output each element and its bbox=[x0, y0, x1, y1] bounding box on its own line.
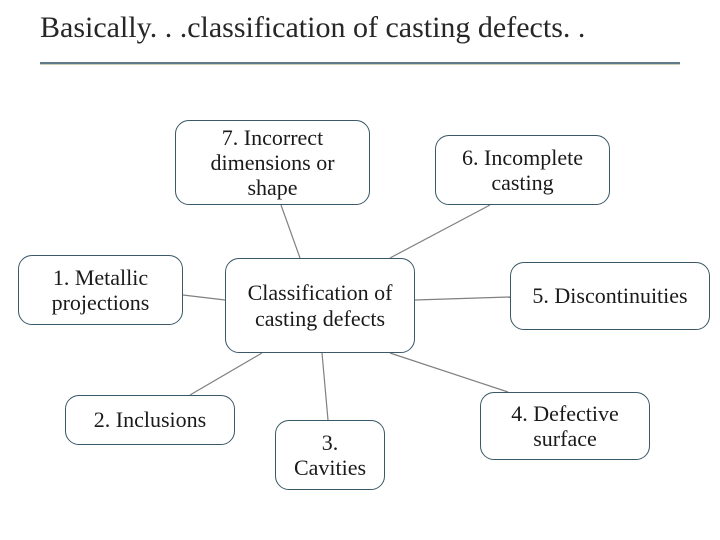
outer-node-n3: 3. Cavities bbox=[275, 420, 385, 490]
diagram-canvas: Classification of casting defects 1. Meta… bbox=[0, 0, 720, 540]
connector-line bbox=[415, 297, 510, 300]
node-label: 3. Cavities bbox=[284, 430, 376, 481]
outer-node-n7: 7. Incorrect dimensions or shape bbox=[175, 120, 370, 205]
connector-line bbox=[322, 353, 328, 420]
outer-node-n4: 4. Defective surface bbox=[480, 392, 650, 460]
node-label: Classification of casting defects bbox=[234, 280, 406, 331]
connector-line bbox=[183, 295, 225, 300]
node-label: 7. Incorrect dimensions or shape bbox=[184, 125, 361, 201]
outer-node-n5: 5. Discontinuities bbox=[510, 262, 710, 330]
node-label: 6. Incomplete casting bbox=[444, 145, 601, 196]
node-label: 4. Defective surface bbox=[489, 401, 641, 452]
node-label: 2. Inclusions bbox=[94, 407, 206, 432]
node-label: 5. Discontinuities bbox=[532, 283, 687, 308]
outer-node-n1: 1. Metallic projections bbox=[18, 255, 183, 325]
connector-line bbox=[281, 205, 300, 258]
center-node: Classification of casting defects bbox=[225, 258, 415, 353]
connector-line bbox=[390, 205, 490, 258]
connector-line bbox=[390, 353, 508, 392]
outer-node-n6: 6. Incomplete casting bbox=[435, 135, 610, 205]
outer-node-n2: 2. Inclusions bbox=[65, 395, 235, 445]
connector-line bbox=[190, 353, 262, 395]
node-label: 1. Metallic projections bbox=[27, 265, 174, 316]
